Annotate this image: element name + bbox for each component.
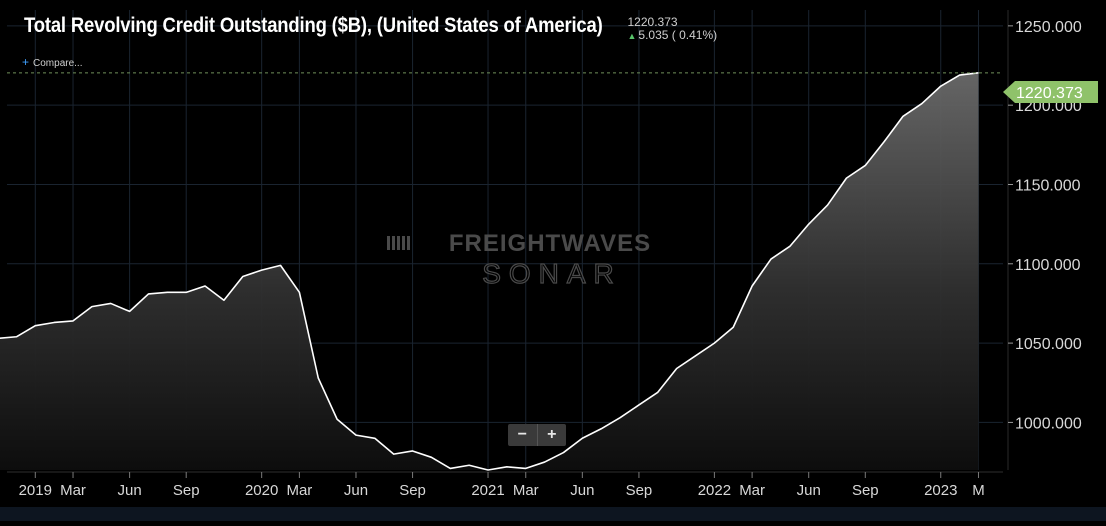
x-tick-label: Jun [797,482,821,499]
zoom-in-button[interactable]: + [538,424,567,446]
plus-icon: + [22,55,29,69]
chart-title: Total Revolving Credit Outstanding ($B),… [24,14,603,38]
y-tick-label: 1150.000 [1015,177,1081,194]
up-arrow-icon: ▲ [628,31,637,41]
x-tick-label: Mar [739,482,765,499]
change-value: 5.035 ( 0.41%) [638,28,717,42]
x-tick-label: Mar [60,482,86,499]
compare-button[interactable]: + Compare... [22,55,82,69]
x-tick-label: Sep [173,482,200,499]
x-tick-label: Sep [626,482,653,499]
watermark-logo-icon [387,236,410,250]
x-axis: 2019 Mar Jun Sep 2020 Mar Jun Sep 2021 Mar Jun Sep 2… [0,472,1106,521]
current-value-badge-label: 1220.373 [1016,85,1083,102]
watermark-text-freightwaves: FREIGHTWAVES [449,230,651,257]
x-tick-label: 2020 [245,482,278,499]
x-tick-label: Mar [513,482,539,499]
x-tick-label: 2023 [924,482,957,499]
zoom-controls: − + [508,424,566,446]
y-tick-label: 1050.000 [1015,336,1082,353]
x-tick-label: M [972,482,985,499]
y-tick-label: 1100.000 [1015,257,1081,274]
watermark: FREIGHTWAVES SONAR [387,230,651,289]
x-tick-label: 2021 [471,482,504,499]
chart-header: Total Revolving Credit Outstanding ($B),… [24,14,717,43]
x-tick-label: Jun [118,482,142,499]
x-tick-label: Jun [344,482,368,499]
y-tick-label: 1000.000 [1015,415,1082,432]
x-tick-label: 2022 [698,482,731,499]
y-axis: 1000.0001050.0001100.0001150.0001200.000… [1008,10,1082,470]
zoom-out-button[interactable]: − [508,424,538,446]
y-tick-label: 1250.000 [1015,19,1082,36]
bottom-strip [0,507,1106,521]
watermark-text-sonar: SONAR [482,258,622,289]
x-tick-label: Sep [399,482,426,499]
quote-block: 1220.373 ▲5.035 ( 0.41%) [628,16,718,43]
current-value-badge: 1220.373 [1003,81,1098,103]
compare-label: Compare... [33,58,82,69]
x-tick-label: Sep [852,482,879,499]
x-tick-label: Mar [286,482,312,499]
x-tick-label: 2019 [19,482,52,499]
x-tick-label: Jun [570,482,594,499]
change-value-row: ▲5.035 ( 0.41%) [628,29,718,43]
